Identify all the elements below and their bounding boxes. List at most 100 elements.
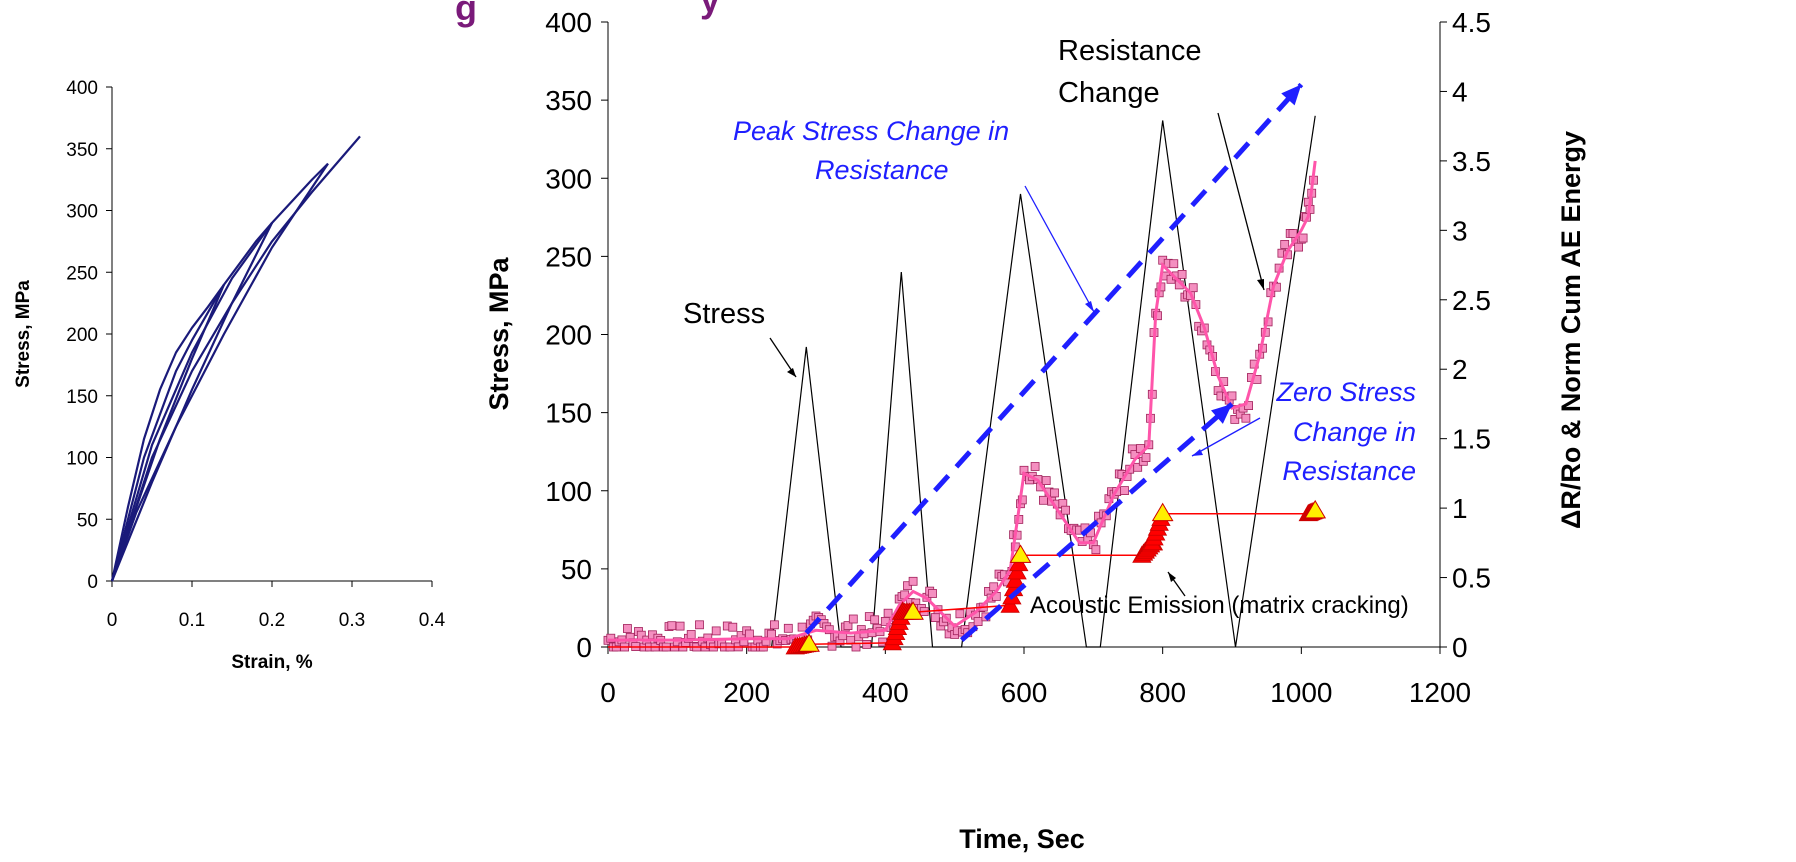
left-y-ticks: 0 50 100 150 200 250 300 350 400 xyxy=(66,78,112,593)
left-y-tick-label: 150 xyxy=(66,387,98,408)
annotation-resistance-arrow xyxy=(1217,112,1265,291)
series-resistance-point xyxy=(767,629,776,639)
series-resistance-point xyxy=(1230,414,1240,424)
right-x-tick-label: 800 xyxy=(1139,677,1186,708)
right-y2-tick-label: 2 xyxy=(1452,354,1468,385)
series-resistance-point xyxy=(783,623,793,633)
annotation-zero-arrow xyxy=(1191,417,1261,457)
series-resistance-point xyxy=(883,608,893,618)
series-resistance-point xyxy=(745,629,754,639)
left-y-tick-label: 300 xyxy=(66,202,98,223)
series-resistance-point xyxy=(1030,462,1040,471)
series-resistance-point xyxy=(667,621,677,631)
series-ae-marker-top xyxy=(1151,502,1174,522)
annotation-acoustic-emission: Acoustic Emission (matrix cracking) xyxy=(1030,592,1409,619)
right-y2-tick-label: 4 xyxy=(1452,76,1468,107)
series-resistance-point xyxy=(1177,269,1187,279)
right-y-tick-label: 300 xyxy=(545,163,592,194)
series-resistance-point xyxy=(1050,488,1059,498)
annotation-stress: Stress xyxy=(683,298,765,330)
series-resistance-point xyxy=(955,609,965,619)
left-series xyxy=(110,135,361,582)
right-y2-tick-label: 0.5 xyxy=(1452,563,1491,594)
left-series-line xyxy=(110,283,225,582)
series-resistance-point xyxy=(623,624,632,633)
series-resistance-point xyxy=(686,630,696,639)
left-series-line xyxy=(110,135,361,582)
right-y-tick-label: 0 xyxy=(576,632,592,663)
series-resistance-point xyxy=(870,615,880,625)
left-series-line xyxy=(110,162,329,582)
right-y2-label: ΔR/Ro & Norm Cum AE Energy xyxy=(1556,131,1586,529)
annotation-resistance-line2: Change xyxy=(1058,77,1160,109)
left-y-tick-label: 50 xyxy=(77,510,98,531)
right-x-ticks: 0 200 400 600 800 1000 1200 xyxy=(600,647,1471,708)
right-x-tick-label: 1200 xyxy=(1409,677,1471,708)
series-resistance-point xyxy=(827,641,837,651)
series-resistance-point xyxy=(903,581,912,591)
left-y-tick-label: 250 xyxy=(66,263,98,284)
right-x-tick-label: 0 xyxy=(600,677,616,708)
left-series-line xyxy=(110,162,329,582)
series-ae-marker-top xyxy=(902,601,924,620)
annotation-zero-arrowhead xyxy=(1192,449,1203,456)
series-resistance-point xyxy=(728,622,738,632)
right-y2-tick-label: 3 xyxy=(1452,215,1468,246)
left-y-tick-label: 0 xyxy=(87,572,98,593)
series-resistance-point xyxy=(1298,233,1308,243)
right-y-tick-label: 50 xyxy=(561,554,592,585)
series-resistance-point xyxy=(1141,453,1151,463)
series-resistance-point xyxy=(843,621,853,630)
series-resistance-point xyxy=(1133,462,1143,472)
series-resistance-point xyxy=(862,640,872,649)
annotation-ae-arrowhead xyxy=(1168,572,1176,582)
right-x-tick-label: 200 xyxy=(723,677,770,708)
left-y-label: Stress, MPa xyxy=(13,280,34,388)
series-resistance-line xyxy=(608,160,1317,642)
right-y2-tick-label: 3.5 xyxy=(1452,146,1491,177)
annotation-resistance-line1: Resistance xyxy=(1058,35,1201,67)
right-y2-ticks: 0 0.5 1 1.5 2 2.5 3 3.5 4 4.5 xyxy=(1440,7,1491,663)
header-fragment: g xyxy=(455,0,477,28)
left-y-tick-label: 200 xyxy=(66,325,98,346)
left-x-tick-label: 0.2 xyxy=(259,610,285,631)
right-y-tick-label: 100 xyxy=(545,476,592,507)
right-y2-tick-label: 1.5 xyxy=(1452,424,1491,455)
right-chart: 0 50 100 150 200 250 300 350 400 0 0.5 1 1.5 2 2.5 3 3.… xyxy=(484,7,1586,854)
right-x-tick-label: 400 xyxy=(862,677,909,708)
right-trend-lines xyxy=(804,82,1304,642)
left-x-tick-label: 0.4 xyxy=(419,610,446,631)
header-fragment-2: y xyxy=(700,0,720,20)
annotation-peak-line2: Resistance xyxy=(815,155,949,185)
series-resistance-point xyxy=(1061,505,1070,515)
right-y2-tick-label: 0 xyxy=(1452,632,1468,663)
series-resistance-point xyxy=(797,622,807,632)
series-resistance-point xyxy=(848,614,858,624)
series-ae-marker-top xyxy=(798,633,820,652)
series-resistance-point xyxy=(908,576,918,586)
right-x-tick-label: 1000 xyxy=(1270,677,1332,708)
annotation-peak-line1: Peak Stress Change in xyxy=(733,116,1009,146)
annotation-zero-line3: Resistance xyxy=(1282,456,1416,486)
series-resistance-point xyxy=(973,617,983,626)
right-y-tick-label: 250 xyxy=(545,241,592,272)
right-y2-tick-label: 1 xyxy=(1452,493,1468,524)
right-y-label: Stress, MPa xyxy=(484,256,514,410)
right-y-tick-label: 350 xyxy=(545,85,592,116)
left-x-tick-label: 0.1 xyxy=(179,610,205,631)
series-stress-line xyxy=(608,115,1316,648)
left-y-tick-label: 400 xyxy=(66,78,98,99)
series-resistance-point xyxy=(930,613,940,622)
left-x-tick-label: 0 xyxy=(107,610,118,631)
annotation-peak-arrow xyxy=(1024,185,1095,313)
series-resistance-point xyxy=(1169,259,1179,269)
annotation-peak-arrowhead xyxy=(1085,301,1094,312)
left-chart: 0 50 100 150 200 250 300 350 400 0 0.1 0.2 0.3 0.4 S… xyxy=(13,78,446,673)
series-resistance-point xyxy=(1241,413,1251,423)
left-y-tick-label: 100 xyxy=(66,449,98,470)
trend-line xyxy=(959,402,1234,642)
series-resistance-point xyxy=(770,620,779,630)
right-y-ticks: 0 50 100 150 200 250 300 350 400 xyxy=(545,7,608,663)
series-resistance-point xyxy=(1041,476,1051,486)
